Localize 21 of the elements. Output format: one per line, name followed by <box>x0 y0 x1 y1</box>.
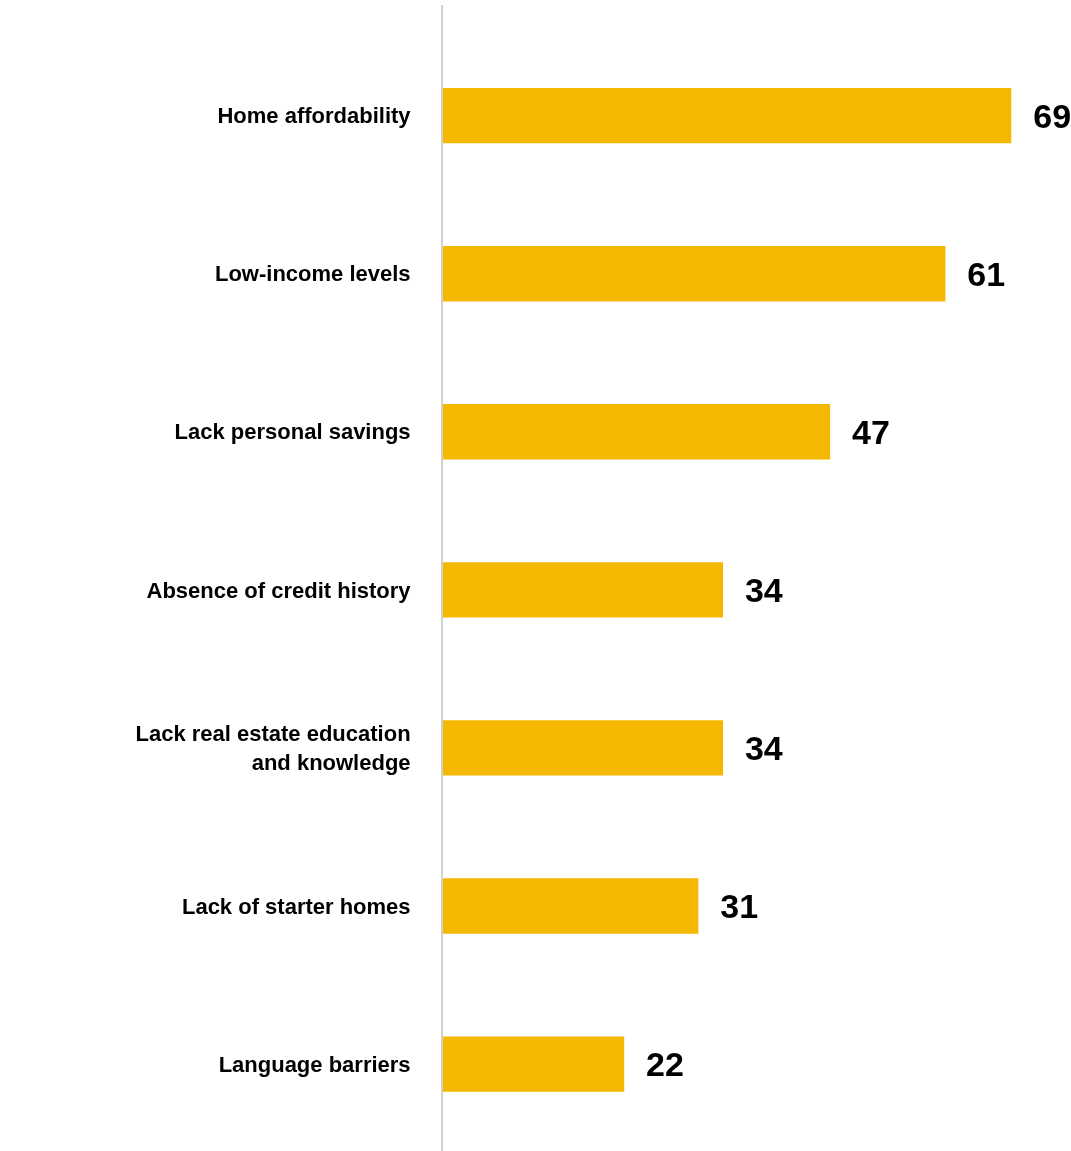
data-label: 34 <box>744 728 783 767</box>
y-tick-label: Lack of starter homes <box>181 893 411 919</box>
y-tick-label: Lack real estate education and knowledge <box>135 721 411 775</box>
y-tick-label: Lack personal savings <box>174 419 411 445</box>
data-label: 69 <box>1033 96 1071 135</box>
bar <box>443 87 1012 144</box>
bar <box>443 404 831 460</box>
data-label: 22 <box>646 1045 684 1084</box>
data-label: 61 <box>967 254 1006 293</box>
data-label: 34 <box>744 570 783 609</box>
y-tick-label: Home affordability <box>217 103 412 129</box>
bar <box>443 562 724 618</box>
bar <box>443 1036 625 1092</box>
bar <box>443 720 724 776</box>
data-label: 47 <box>852 412 890 451</box>
y-tick-label: Low-income levels <box>214 261 411 287</box>
bar <box>443 246 946 302</box>
y-tick-label: Language barriers <box>218 1051 411 1077</box>
bar <box>443 878 699 934</box>
y-tick-label: Absence of credit history <box>146 577 412 603</box>
data-label: 31 <box>720 886 759 925</box>
